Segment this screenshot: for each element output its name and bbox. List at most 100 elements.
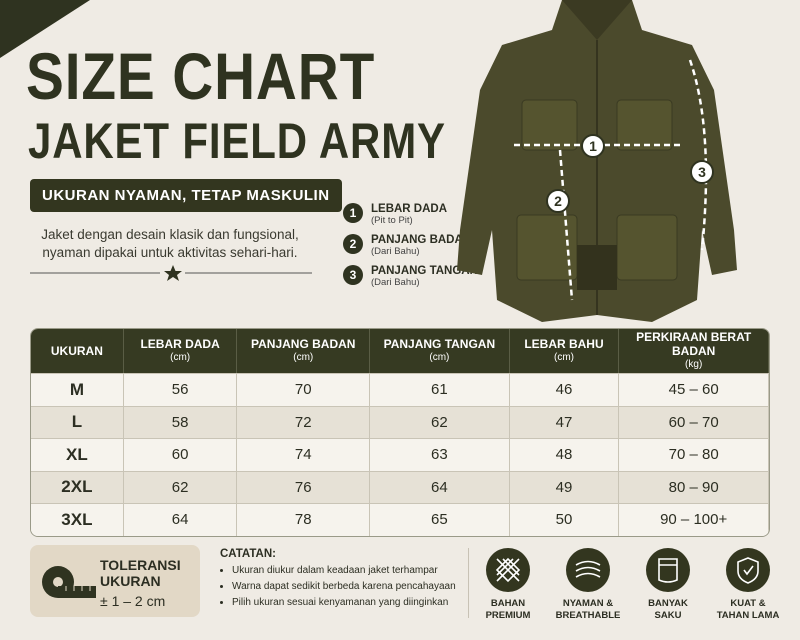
- legend-item: 3 PANJANG TANGAN (Dari Bahu): [343, 265, 478, 288]
- feature-icon-graphic: [737, 557, 759, 584]
- table-row: M 56 70 61 46 45 – 60: [31, 373, 769, 406]
- tolerance-title-line: UKURAN: [100, 573, 161, 589]
- feature-label: NYAMAN &: [562, 598, 614, 609]
- tape-icon: [42, 566, 96, 598]
- table-cell: 70: [237, 373, 371, 406]
- header-unit: (kg): [685, 359, 703, 370]
- tagline: UKURAN NYAMAN, TETAP MASKULIN: [30, 179, 342, 212]
- tolerance-box: TOLERANSI UKURAN ± 1 – 2 cm: [30, 545, 200, 617]
- legend-note: (Dari Bahu): [371, 277, 420, 288]
- feature-icon: [646, 548, 690, 592]
- table-cell: 63: [370, 438, 510, 471]
- legend-note: (Dari Bahu): [371, 246, 420, 257]
- feature-label: BANYAK: [648, 598, 688, 609]
- table-row: 3XL 64 78 65 50 90 – 100+: [31, 503, 769, 536]
- feature-label: TAHAN LAMA: [716, 610, 780, 621]
- note-item: Ukuran diukur dalam keadaan jaket terham…: [232, 565, 456, 576]
- table-header-cell: LEBAR DADA (cm): [123, 329, 238, 373]
- separator: [468, 548, 469, 618]
- legend-label: LEBAR DADA: [371, 203, 448, 215]
- table-cell: 61: [370, 373, 510, 406]
- table-cell: 60: [123, 438, 238, 471]
- table-cell: 76: [237, 470, 371, 503]
- legend-note: (Pit to Pit): [371, 215, 413, 226]
- description-line: Jaket dengan desain klasik dan fungsiona…: [41, 227, 299, 242]
- jacket-illustration: [457, 0, 737, 322]
- legend-number: 1: [343, 203, 363, 223]
- table-cell: M: [31, 373, 124, 406]
- table-header-cell: UKURAN: [31, 329, 124, 373]
- table-cell: XL: [31, 438, 124, 471]
- feature-icon-graphic: [575, 560, 601, 578]
- feature-icon-graphic: [658, 558, 678, 583]
- table-row: 2XL 62 76 64 49 80 – 90: [31, 470, 769, 503]
- legend-item: 1 LEBAR DADA (Pit to Pit): [343, 203, 478, 226]
- divider: [30, 265, 312, 281]
- feature: KUAT & TAHAN LAMA: [708, 548, 788, 622]
- table-cell: 50: [509, 503, 620, 536]
- table-cell: 90 – 100+: [619, 503, 769, 536]
- table-cell: 45 – 60: [619, 373, 769, 406]
- title: SIZE CHART: [26, 39, 376, 113]
- notes: CATATAN: Ukuran diukur dalam keadaan jak…: [220, 548, 456, 613]
- legend-text: PANJANG TANGAN (Dari Bahu): [371, 265, 478, 288]
- feature-icon-graphic: [495, 557, 521, 583]
- table-header-cell: PANJANG TANGAN (cm): [370, 329, 510, 373]
- table-cell: 49: [509, 470, 620, 503]
- jacket-marker: 2: [546, 189, 570, 213]
- header-label: PANJANG TANGAN: [383, 337, 496, 351]
- table-cell: 65: [370, 503, 510, 536]
- description-line: nyaman dipakai untuk aktivitas sehari-ha…: [42, 245, 298, 260]
- table-header-row: UKURAN LEBAR DADA (cm) PANJANG BADAN (cm) PAN…: [31, 329, 769, 373]
- table-header-cell: PERKIRAAN BERAT BADAN (kg): [619, 329, 769, 373]
- legend-number: 2: [343, 234, 363, 254]
- feature-icon: [486, 548, 530, 592]
- table-cell: 72: [237, 405, 371, 438]
- table-cell: 48: [509, 438, 620, 471]
- header-label: PERKIRAAN BERAT BADAN: [636, 330, 752, 358]
- legend-item: 2 PANJANG BADAN (Dari Bahu): [343, 234, 478, 257]
- header-label: PANJANG BADAN: [251, 337, 356, 351]
- note-item: Warna dapat sedikit berbeda karena penca…: [232, 581, 456, 592]
- feature-label: BREATHABLE: [555, 610, 621, 621]
- table-header-cell: PANJANG BADAN (cm): [237, 329, 371, 373]
- jacket-marker: 1: [581, 134, 605, 158]
- table-cell: 3XL: [31, 503, 124, 536]
- table-body: M 56 70 61 46 45 – 60 L 58 72 62 47 60 – 70 XL 60 74 63…: [31, 373, 769, 536]
- notes-title: CATATAN:: [220, 548, 276, 560]
- legend-number: 3: [343, 265, 363, 285]
- size-table: UKURAN LEBAR DADA (cm) PANJANG BADAN (cm) PAN…: [30, 328, 770, 537]
- header-unit: (cm): [429, 352, 450, 363]
- table-cell: 64: [123, 503, 238, 536]
- header-unit: (cm): [553, 352, 574, 363]
- table-cell: 2XL: [31, 470, 124, 503]
- feature-label: SAKU: [654, 610, 682, 621]
- header-unit: (cm): [293, 352, 314, 363]
- table-cell: 46: [509, 373, 620, 406]
- header-unit: (cm): [170, 352, 191, 363]
- legend-label: PANJANG TANGAN: [371, 265, 478, 277]
- note-item: Pilih ukuran sesuai kenyamanan yang diin…: [232, 597, 456, 608]
- table-cell: 47: [509, 405, 620, 438]
- table-cell: 62: [123, 470, 238, 503]
- table-cell: 80 – 90: [619, 470, 769, 503]
- measurement-legend: 1 LEBAR DADA (Pit to Pit) 2 PANJANG BADAN (Da…: [343, 203, 478, 296]
- table-cell: 70 – 80: [619, 438, 769, 471]
- notes-list: Ukuran diukur dalam keadaan jaket terham…: [220, 565, 456, 608]
- tolerance-title: TOLERANSI UKURAN: [100, 557, 181, 589]
- table-cell: 78: [237, 503, 371, 536]
- corner-decoration: [0, 0, 90, 58]
- table-head: UKURAN LEBAR DADA (cm) PANJANG BADAN (cm) PAN…: [31, 329, 769, 373]
- feature-label: KUAT &: [730, 598, 766, 609]
- jacket-marker: 3: [690, 160, 714, 184]
- tolerance-title-line: TOLERANSI: [100, 557, 181, 573]
- feature-label: BAHAN: [490, 598, 526, 609]
- features: BAHAN PREMIUM NYAMAN & BREATHABLE BANYAK SAKU…: [468, 548, 788, 622]
- feature-icon: [566, 548, 610, 592]
- description: Jaket dengan desain klasik dan fungsiona…: [25, 226, 315, 262]
- header-label: LEBAR BAHU: [524, 337, 604, 351]
- feature: BANYAK SAKU: [628, 548, 708, 622]
- feature: NYAMAN & BREATHABLE: [548, 548, 628, 622]
